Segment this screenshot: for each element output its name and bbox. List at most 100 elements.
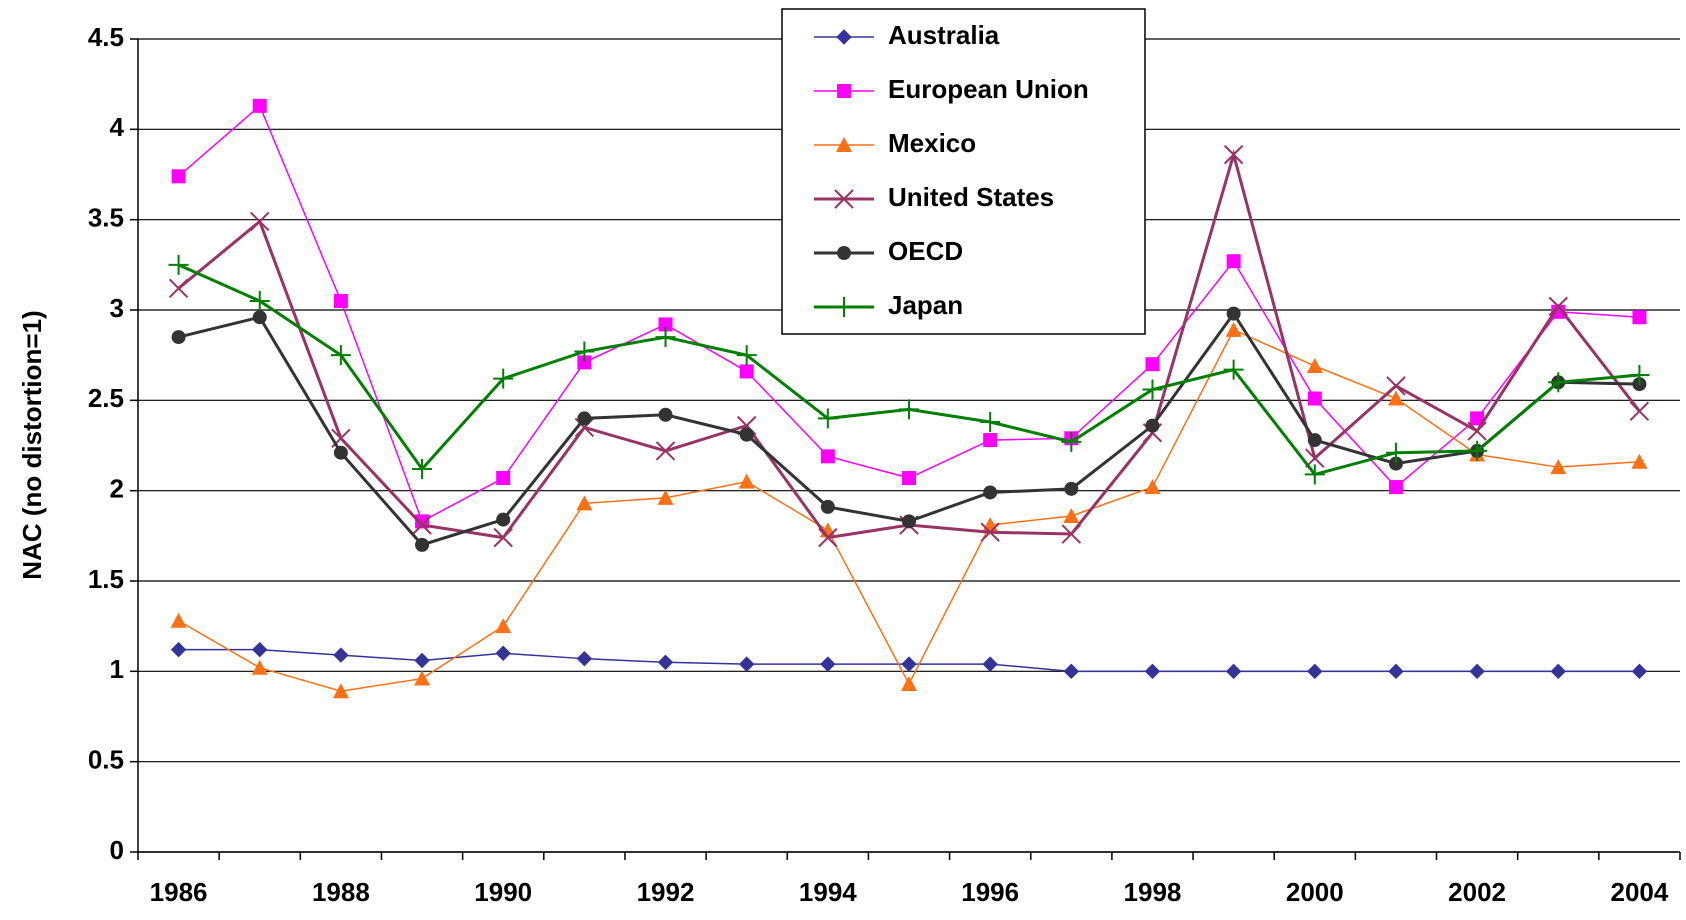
y-tick-label: 3.5 [88, 203, 124, 233]
series [171, 306, 1647, 552]
series-line [178, 328, 1640, 692]
x-tick-label: 2002 [1448, 877, 1506, 907]
series-line [178, 310, 1640, 547]
legend-marker [834, 189, 854, 209]
marker [901, 656, 917, 672]
marker [1064, 481, 1079, 496]
marker [983, 433, 998, 448]
legend-label: Japan [888, 290, 963, 320]
marker [1063, 507, 1080, 523]
marker [739, 427, 754, 442]
marker [1226, 306, 1241, 321]
marker [1386, 376, 1406, 396]
marker [1548, 372, 1569, 393]
legend-label: Mexico [888, 128, 976, 158]
marker [1061, 431, 1082, 452]
marker [820, 449, 835, 464]
marker [658, 317, 673, 332]
legend-marker [836, 29, 852, 45]
legend-label: OECD [888, 236, 963, 266]
marker [1388, 663, 1404, 680]
marker [655, 327, 676, 348]
marker [171, 330, 186, 345]
marker [495, 618, 512, 634]
marker [1144, 663, 1161, 680]
marker [1467, 440, 1488, 461]
marker [1387, 390, 1404, 406]
legend-box [781, 8, 1146, 335]
marker [657, 654, 674, 671]
series [168, 254, 1650, 485]
x-tick-label: 1986 [150, 877, 208, 907]
marker [1631, 453, 1648, 469]
marker [414, 670, 431, 686]
marker [657, 489, 674, 505]
marker [414, 652, 430, 669]
marker [655, 441, 676, 461]
marker [1307, 391, 1322, 406]
marker [252, 98, 267, 113]
marker [738, 656, 755, 672]
marker [333, 647, 349, 663]
marker [252, 310, 267, 325]
marker [493, 527, 513, 548]
y-tick-label: 1 [110, 654, 124, 684]
marker [1631, 663, 1648, 680]
marker [902, 514, 916, 529]
marker [333, 445, 348, 460]
legend-marker [837, 246, 851, 260]
x-tick-label: 1996 [961, 877, 1019, 907]
legend-marker [834, 297, 854, 317]
x-tick-label: 1992 [637, 877, 695, 907]
marker [249, 290, 270, 311]
marker [1061, 524, 1082, 544]
marker [983, 485, 998, 500]
marker [1225, 663, 1242, 680]
legend-marker [836, 137, 852, 152]
marker [1470, 411, 1485, 426]
marker [250, 211, 270, 232]
legend-label: Australia [888, 20, 1000, 50]
legend-label: European Union [888, 74, 1089, 104]
marker [332, 683, 349, 699]
y-tick-label: 0 [110, 835, 124, 865]
marker [576, 495, 593, 511]
marker [982, 656, 998, 672]
marker [576, 650, 593, 667]
marker [1629, 365, 1650, 386]
marker [1548, 296, 1568, 317]
y-tick-label: 2.5 [88, 383, 124, 413]
marker [658, 407, 673, 422]
y-axis-label: NAC (no distortion=1) [17, 310, 47, 579]
marker [1063, 663, 1080, 680]
marker [496, 512, 511, 527]
marker [818, 527, 838, 548]
marker [1629, 401, 1650, 421]
marker [1145, 418, 1160, 433]
x-tick-label: 1990 [474, 877, 532, 907]
marker [1632, 310, 1647, 325]
marker [1388, 480, 1403, 495]
marker [1223, 144, 1244, 165]
marker [1467, 421, 1487, 441]
marker [168, 254, 189, 275]
marker [330, 345, 351, 366]
marker [820, 656, 836, 672]
marker [1145, 357, 1160, 372]
marker [980, 522, 1000, 542]
legend-label: United States [888, 182, 1054, 212]
marker [577, 411, 592, 426]
x-tick-label: 2004 [1610, 877, 1668, 907]
marker [1550, 663, 1566, 680]
marker [1307, 433, 1322, 448]
marker [901, 675, 917, 691]
marker [1306, 358, 1323, 374]
y-tick-label: 0.5 [88, 745, 124, 775]
marker [495, 645, 511, 661]
y-tick-label: 4 [110, 112, 125, 142]
series [170, 641, 1648, 680]
marker [412, 458, 433, 479]
marker [1469, 663, 1485, 680]
marker [496, 471, 511, 486]
